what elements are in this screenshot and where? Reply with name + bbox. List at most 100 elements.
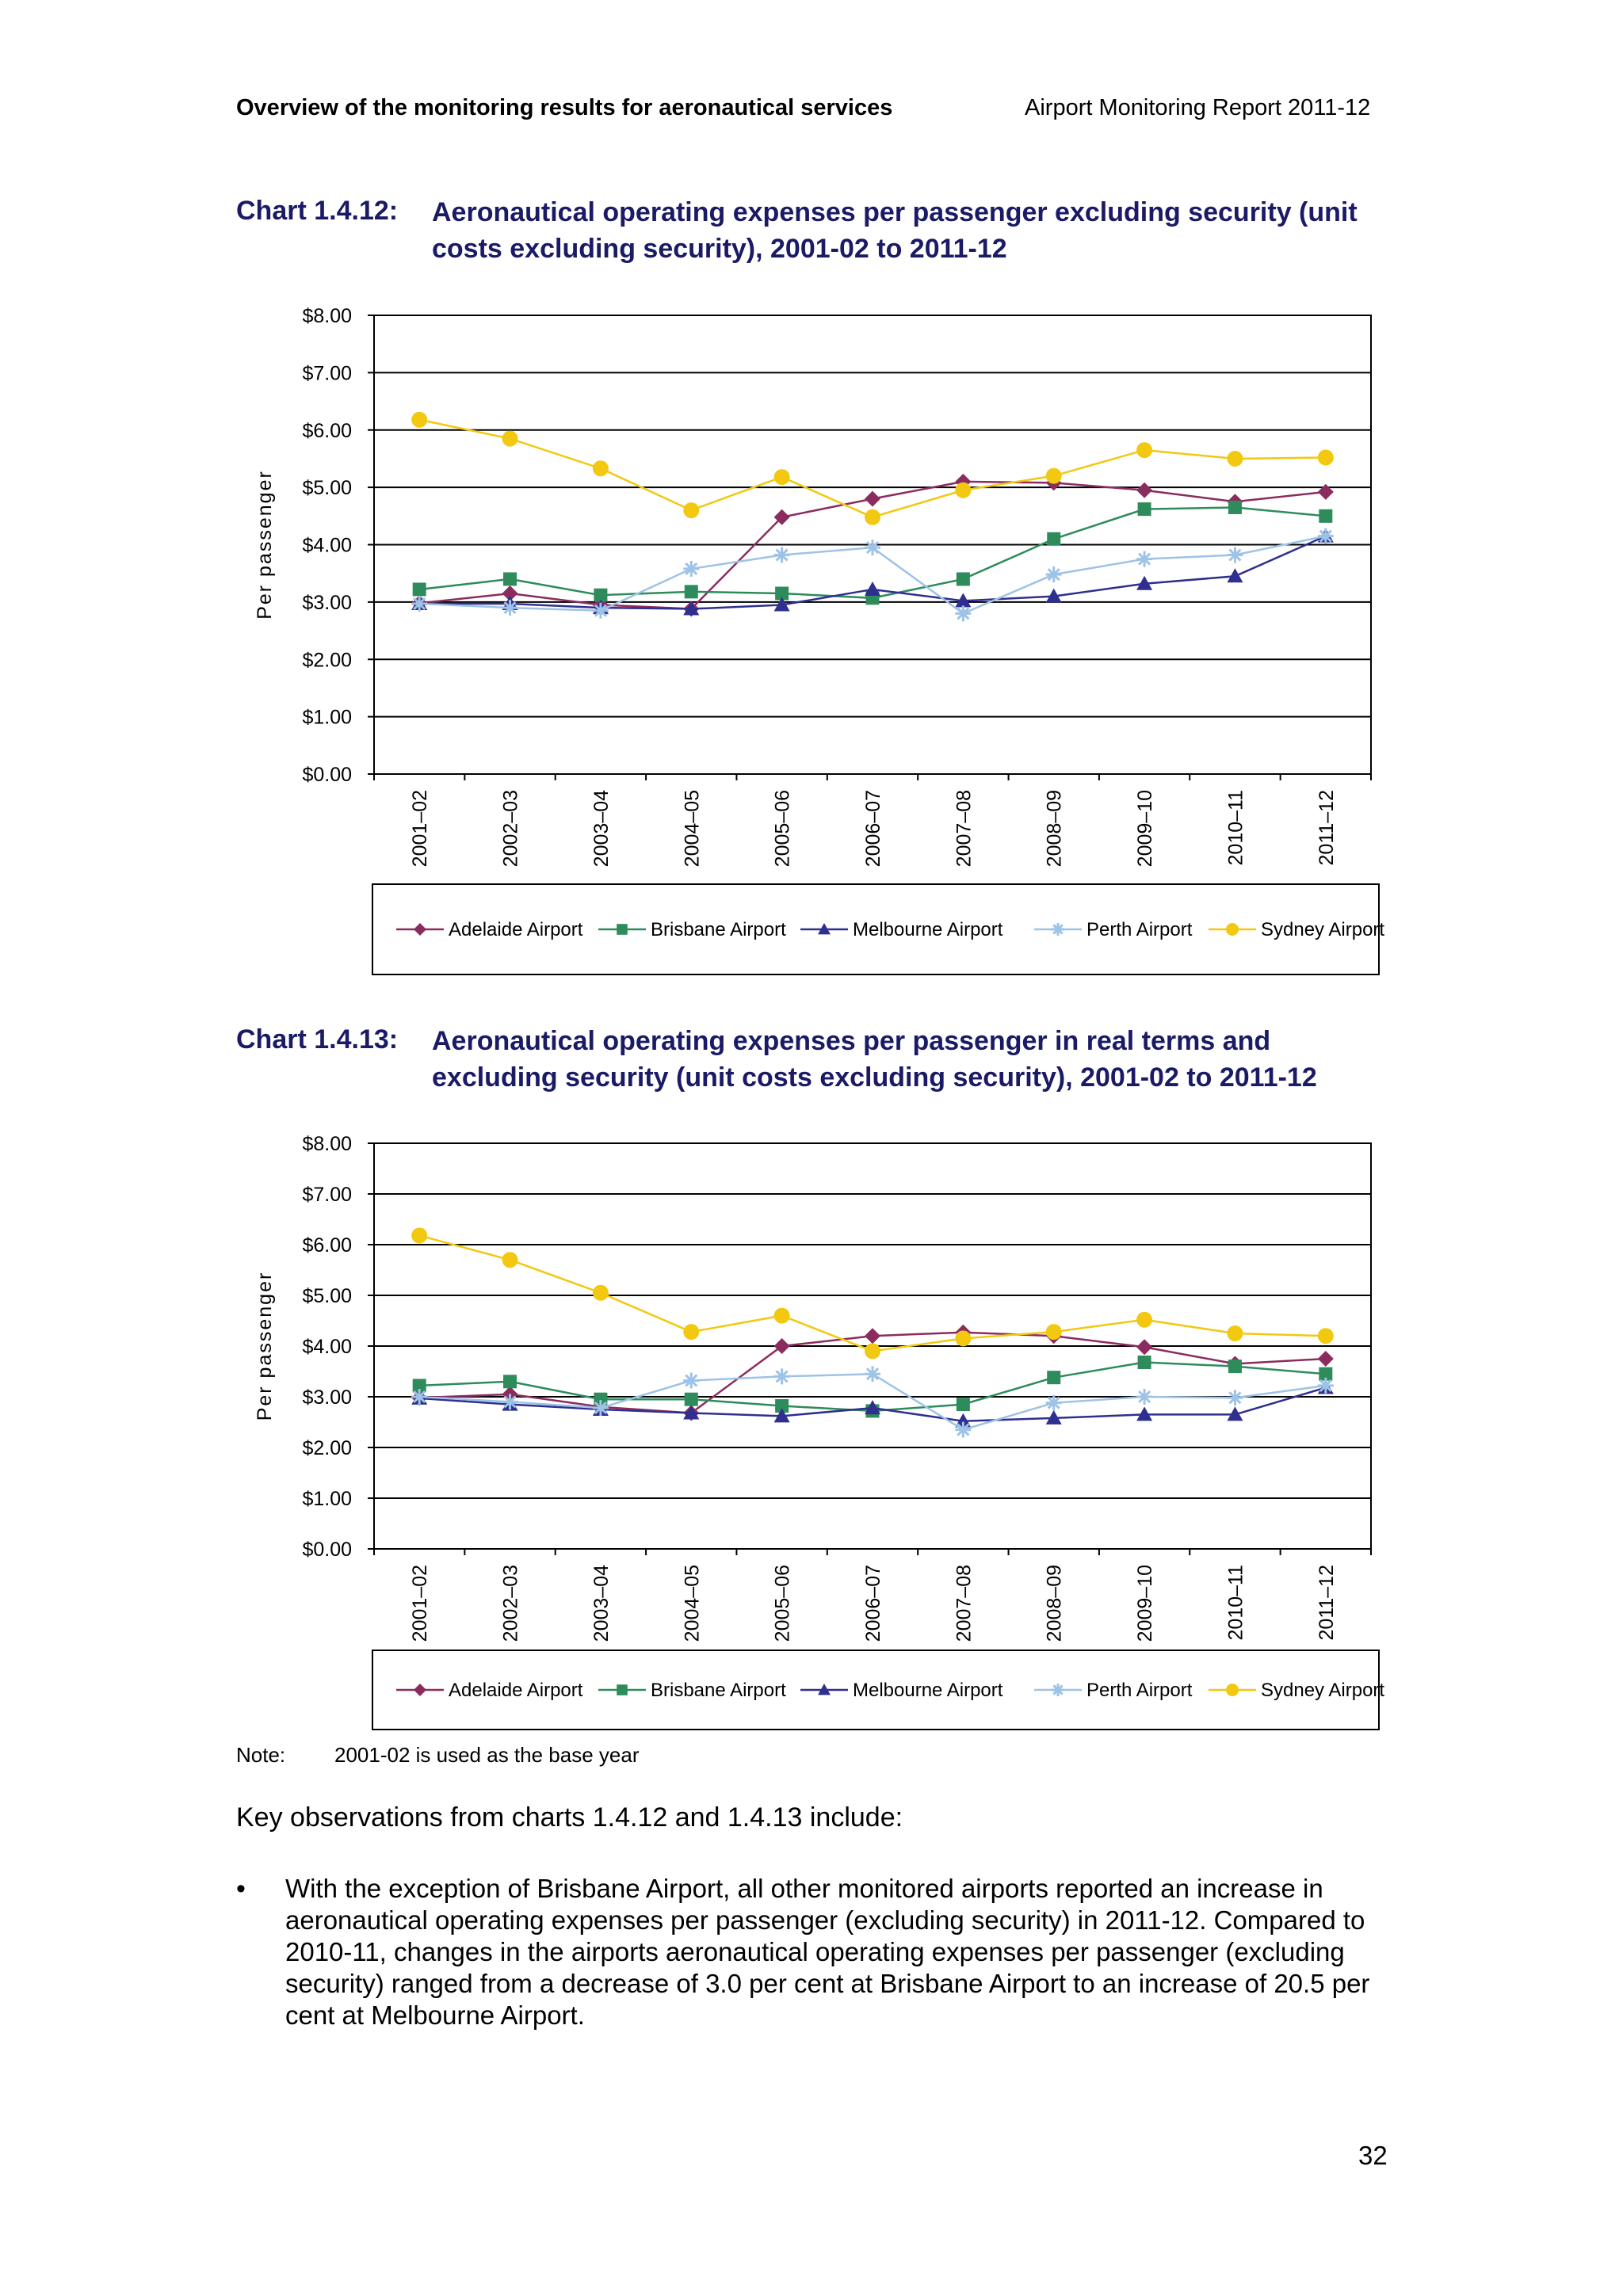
data-point (1317, 1377, 1334, 1394)
data-point (1317, 1351, 1334, 1367)
data-point (502, 585, 518, 602)
y-tick-label: $3.00 (302, 592, 352, 614)
data-point (411, 596, 428, 612)
data-point (502, 1252, 518, 1268)
data-point (1136, 482, 1153, 498)
chart-2-title: Aeronautical operating expenses per pass… (432, 1026, 1317, 1093)
data-point (594, 1392, 608, 1406)
legend-item: Sydney Airport (1209, 919, 1384, 940)
data-point (773, 509, 790, 525)
data-point (592, 1284, 609, 1301)
chart-1-figure: Per passenger $0.00 $1.00 $2.00 $3.00 $4.00 $5… (254, 305, 1384, 975)
y-tick-label: $8.00 (302, 1133, 352, 1155)
data-point (865, 540, 880, 556)
y-tick-label: $0.00 (302, 1539, 352, 1561)
data-point (411, 1227, 428, 1244)
data-point (955, 593, 972, 608)
x-tick-label: 2007–08 (953, 1565, 975, 1642)
data-point (773, 469, 790, 486)
data-point (1227, 1406, 1243, 1421)
data-point (684, 1392, 698, 1406)
data-point (1045, 1409, 1062, 1425)
x-tick-label: 2009–10 (1134, 790, 1156, 867)
data-point (1136, 1406, 1153, 1421)
chart-1-number: Chart 1.4.12: (236, 196, 399, 226)
y-tick-label: $2.00 (302, 1437, 352, 1459)
data-point (683, 1405, 700, 1420)
data-point (1136, 551, 1153, 567)
legend-label: Sydney Airport (1261, 1680, 1384, 1701)
data-point (1136, 1339, 1153, 1356)
y-tick-label: $2.00 (302, 649, 352, 671)
x-tick-label: 2007–08 (953, 790, 975, 867)
data-point (1228, 1360, 1242, 1374)
data-point (1045, 566, 1062, 583)
data-point (1227, 568, 1243, 583)
legend-item: Melbourne Airport (800, 919, 1003, 940)
legend-marker (1052, 923, 1064, 936)
legend-label: Melbourne Airport (853, 919, 1003, 940)
legend-marker (414, 1684, 426, 1696)
x-tick-label: 2005–06 (772, 1565, 794, 1642)
data-point (773, 1368, 790, 1385)
data-point (775, 586, 789, 601)
legend-item: Perth Airport (1034, 1680, 1193, 1701)
data-point (1228, 500, 1242, 514)
chart-2-number: Chart 1.4.13: (236, 1024, 399, 1055)
legend-item: Brisbane Airport (598, 1680, 786, 1701)
series-sydney-airport (411, 1227, 1334, 1360)
data-point (411, 1389, 428, 1405)
legend-marker (1052, 1684, 1064, 1696)
data-point (865, 490, 880, 507)
running-header-report: Airport Monitoring Report 2011-12 (1025, 95, 1371, 120)
data-point (412, 1379, 426, 1393)
legend-marker (1226, 1684, 1239, 1696)
data-point (956, 572, 970, 586)
page-number: 32 (1358, 2141, 1388, 2170)
data-point (865, 581, 880, 596)
legend-marker (414, 923, 426, 936)
legend-marker (1226, 923, 1239, 936)
y-tick-label: $7.00 (302, 362, 352, 384)
data-point (955, 1330, 972, 1347)
plot-area (373, 315, 1372, 775)
x-tick-label: 2002–03 (500, 790, 522, 867)
data-point (865, 1343, 880, 1360)
x-tick-label: 2006–07 (862, 1565, 884, 1642)
data-point (683, 601, 700, 616)
x-tick-label: 2006–07 (862, 790, 884, 867)
legend-label: Melbourne Airport (853, 1680, 1003, 1701)
x-tick-label: 2011–12 (1316, 1565, 1338, 1640)
x-tick-label: 2009–10 (1134, 1565, 1156, 1642)
legend-label: Brisbane Airport (651, 1680, 786, 1701)
legend-marker (818, 1684, 831, 1695)
data-point (411, 411, 428, 428)
y-tick-label: $4.00 (302, 535, 352, 557)
y-tick-label: $3.00 (302, 1386, 352, 1409)
data-point (1136, 442, 1153, 459)
legend-marker (617, 1684, 628, 1695)
legend-label: Sydney Airport (1261, 919, 1384, 940)
x-tick-label: 2001–02 (409, 1565, 431, 1642)
running-header-title: Overview of the monitoring results for a… (236, 95, 893, 120)
data-point (502, 600, 518, 616)
x-tick-label: 2008–09 (1044, 1565, 1066, 1642)
y-tick-label: $1.00 (302, 1488, 352, 1510)
y-tick-label: $7.00 (302, 1184, 352, 1206)
y-axis-label: Per passenger (254, 1272, 276, 1421)
data-point (683, 1372, 700, 1389)
data-point (955, 482, 972, 498)
data-point (1227, 547, 1243, 563)
legend-label: Adelaide Airport (449, 1680, 583, 1701)
legend-item: Brisbane Airport (598, 919, 786, 940)
y-axis-label: Per passenger (254, 470, 276, 620)
y-tick-label: $6.00 (302, 1234, 352, 1257)
data-point (1227, 1390, 1243, 1406)
data-point (773, 547, 790, 563)
bullet-paragraph: With the exception of Brisbane Airport, … (285, 1874, 1370, 2030)
data-point (865, 509, 880, 525)
legend-item: Melbourne Airport (800, 1680, 1003, 1701)
data-point (1136, 1389, 1153, 1405)
data-point (955, 473, 972, 490)
x-tick-label: 2004–05 (681, 1565, 703, 1642)
